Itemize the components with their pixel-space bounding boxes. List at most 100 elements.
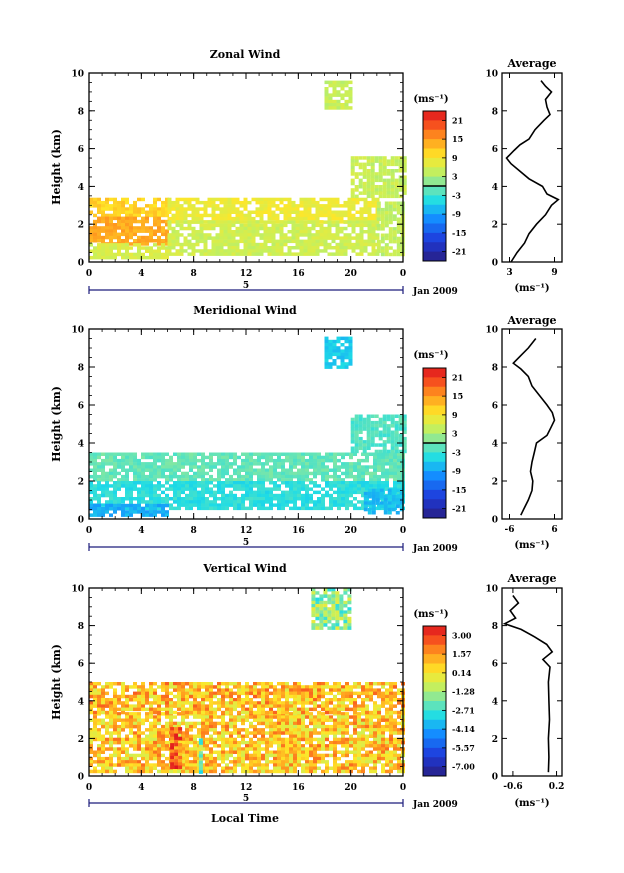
y-axis: 0 2 4 6 8 10 — [71, 585, 403, 783]
colorbar-swatch — [423, 195, 446, 206]
average-y-tick-label: 0 — [492, 516, 498, 526]
colorbar-swatch — [423, 644, 446, 655]
y-axis: 0 2 4 6 8 10 — [71, 70, 403, 269]
colorbar-swatch — [423, 747, 446, 758]
average-profile: Average 0 2 4 6 8 10 -6 6 (ms⁻¹) — [485, 314, 563, 551]
colorbar-tick-label: -1.28 — [452, 687, 475, 697]
y-tick-label: 2 — [78, 221, 84, 231]
x-tick-label: 16 — [292, 269, 305, 279]
average-y-tick-label: 4 — [492, 697, 498, 707]
y-tick-label: 0 — [78, 516, 84, 526]
colorbar-swatch — [423, 186, 446, 196]
colorbar-tick-label: 3 — [452, 429, 458, 439]
x-tick-label: 0 — [400, 269, 406, 279]
colorbar-swatch — [423, 242, 446, 253]
day-label: 5 — [243, 794, 249, 804]
y-tick-label: 4 — [78, 697, 84, 707]
average-xlabel: (ms⁻¹) — [514, 283, 549, 294]
average-frame — [501, 328, 563, 520]
colorbar-swatch — [423, 710, 446, 721]
y-tick-label: 10 — [71, 70, 84, 80]
y-tick-label: 2 — [78, 735, 84, 745]
field-region — [89, 712, 405, 774]
y-axis-label: Height (km) — [50, 129, 63, 205]
colorbar-swatch — [423, 766, 446, 777]
colorbar-swatch — [423, 738, 446, 749]
x-tick-label: 8 — [191, 783, 197, 793]
field-region — [376, 201, 405, 257]
x-tick-label: 20 — [344, 783, 357, 793]
x-axis-label: Local Time — [211, 812, 279, 825]
y-tick-label: 8 — [78, 107, 84, 117]
x-tick-label: 4 — [138, 783, 144, 793]
colorbar: 3.00 1.57 0.14 -1.28 -2.71 -4.14 -5.57 -7.00 — [422, 625, 475, 777]
colorbar-swatch — [423, 499, 446, 510]
colorbar-tick-label: 15 — [452, 391, 463, 401]
average-title: Average — [506, 57, 556, 70]
x-tick-label: 20 — [344, 526, 357, 536]
panel-title: Meridional Wind — [193, 304, 297, 317]
colorbar-tick-label: -9 — [452, 466, 461, 476]
field-region — [198, 738, 203, 774]
x-tick-label: 16 — [292, 783, 305, 793]
colorbar-tick-label: 15 — [452, 134, 463, 144]
heatmap-field — [89, 588, 405, 774]
date-label: Jan 2009 — [412, 800, 458, 810]
average-y-tick-label: 8 — [492, 622, 498, 632]
x-tick-label: 8 — [191, 526, 197, 536]
colorbar-swatch — [423, 139, 446, 149]
colorbar-swatch — [423, 232, 446, 243]
average-x-tick-label: 3 — [506, 268, 512, 278]
x-tick-label: 12 — [240, 269, 253, 279]
date-label: Jan 2009 — [412, 287, 458, 297]
field-region — [89, 243, 169, 260]
x-tick-label: 0 — [86, 526, 92, 536]
y-tick-label: 6 — [78, 145, 84, 155]
colorbar-swatch — [423, 377, 446, 388]
average-xlabel: (ms⁻¹) — [514, 540, 549, 551]
average-profile: Average 0 2 4 6 8 10 -0.6 0.2 (ms⁻¹) — [485, 572, 564, 809]
colorbar-unit: (ms⁻¹) — [413, 609, 448, 620]
x-tick-label: 0 — [400, 526, 406, 536]
average-y-tick-label: 8 — [492, 364, 498, 374]
colorbar-swatch — [423, 719, 446, 730]
x-tick-label: 8 — [191, 269, 197, 279]
x-tick-label: 20 — [344, 269, 357, 279]
field-region — [170, 727, 183, 769]
colorbar-swatch — [423, 176, 446, 187]
average-y-tick-label: 10 — [485, 585, 498, 595]
colorbar-tick-label: -7.00 — [452, 762, 475, 772]
colorbar-tick-label: -9 — [452, 209, 461, 219]
field-region — [89, 682, 405, 715]
field-region — [324, 336, 353, 369]
colorbar-tick-label: -15 — [452, 485, 466, 495]
field-region — [167, 220, 380, 256]
colorbar-tick-label: -3 — [452, 447, 461, 457]
average-y-tick-label: 10 — [485, 326, 498, 336]
field-region — [363, 488, 404, 515]
panel-title: Vertical Wind — [202, 562, 287, 575]
x-tick-label: 4 — [138, 526, 144, 536]
colorbar-swatch — [423, 701, 446, 711]
average-x-tick-label: -6 — [505, 525, 515, 535]
x-axis: 0 4 8 12 16 20 0 — [86, 73, 406, 279]
colorbar-swatch — [423, 424, 446, 435]
panel-title: Zonal Wind — [210, 48, 281, 61]
colorbar-swatch — [423, 480, 446, 491]
colorbar-swatch — [423, 489, 446, 500]
colorbar-tick-label: -3 — [452, 190, 461, 200]
colorbar-swatch — [423, 251, 446, 262]
average-y-tick-label: 6 — [492, 402, 498, 412]
colorbar: 21 15 9 3 -3 -9 -15 -21 — [422, 110, 466, 262]
colorbar-swatch — [423, 672, 446, 683]
colorbar-swatch — [423, 757, 446, 768]
colorbar-swatch — [423, 148, 446, 159]
average-y-tick-label: 0 — [492, 259, 498, 269]
day-label: 5 — [243, 538, 249, 548]
average-profile-line — [512, 338, 556, 516]
y-tick-label: 8 — [78, 622, 84, 632]
colorbar-swatch — [423, 414, 446, 425]
